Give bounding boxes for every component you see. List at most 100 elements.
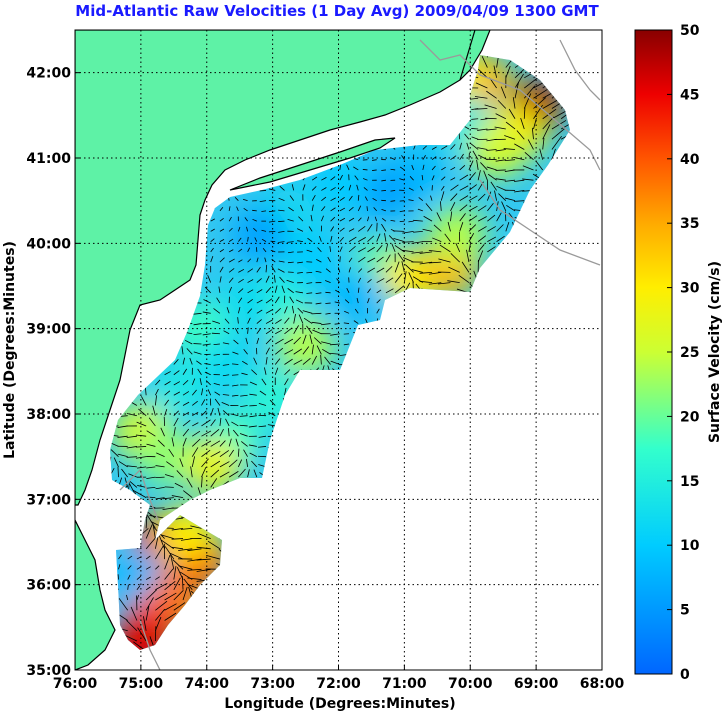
velocity-arrow xyxy=(265,319,273,324)
velocity-arrow xyxy=(228,268,235,273)
velocity-arrow xyxy=(265,264,268,273)
velocity-arrow xyxy=(259,190,267,192)
velocity-arrow xyxy=(339,197,345,201)
velocity-arrow xyxy=(477,250,484,263)
velocity-arrow xyxy=(128,473,138,478)
velocity-arrow xyxy=(141,396,147,406)
velocity-arrow xyxy=(357,217,362,222)
velocity-arrow xyxy=(288,207,294,212)
velocity-arrow xyxy=(438,258,451,263)
velocity-arrow xyxy=(444,233,451,242)
velocity-arrow xyxy=(169,552,184,560)
velocity-arrow xyxy=(232,363,239,365)
velocity-arrow xyxy=(504,135,516,140)
velocity-arrow xyxy=(271,265,276,273)
y-tick-label: 35:00 xyxy=(26,663,71,679)
velocity-arrow xyxy=(431,146,437,150)
velocity-arrow xyxy=(182,368,188,375)
velocity-arrow xyxy=(201,458,209,468)
velocity-arrow xyxy=(293,313,296,324)
velocity-arrow xyxy=(126,594,129,601)
velocity-arrow xyxy=(238,297,243,304)
velocity-arrow xyxy=(542,124,551,140)
velocity-arrow xyxy=(126,456,137,458)
velocity-arrow xyxy=(514,190,525,193)
velocity-arrow xyxy=(376,245,383,253)
velocity-arrow xyxy=(201,388,204,396)
velocity-arrow xyxy=(317,247,322,253)
velocity-arrow xyxy=(367,257,376,263)
velocity-arrow xyxy=(464,133,470,140)
land-mass xyxy=(75,30,476,506)
velocity-arrow xyxy=(523,93,532,109)
velocity-arrow xyxy=(524,77,538,89)
velocity-arrow xyxy=(164,409,168,416)
velocity-arrow xyxy=(160,427,165,437)
velocity-arrow xyxy=(265,298,273,304)
velocity-arrow xyxy=(268,210,276,213)
velocity-arrow xyxy=(146,496,156,499)
velocity-arrow xyxy=(228,459,238,468)
velocity-arrow xyxy=(376,278,385,283)
velocity-arrow xyxy=(155,608,166,621)
velocity-arrow xyxy=(496,212,502,222)
velocity-arrow xyxy=(256,289,263,294)
velocity-arrow xyxy=(275,347,284,355)
velocity-arrow xyxy=(256,278,262,283)
velocity-arrow xyxy=(157,439,165,447)
velocity-arrow xyxy=(311,194,316,201)
velocity-arrow xyxy=(238,468,246,478)
velocity-arrow xyxy=(325,280,331,283)
velocity-arrow xyxy=(171,437,175,447)
velocity-arrow xyxy=(127,565,132,570)
velocity-arrow xyxy=(136,421,147,427)
velocity-arrow xyxy=(373,207,378,212)
velocity-arrow xyxy=(330,207,336,212)
velocity-arrow xyxy=(146,466,156,469)
velocity-arrow xyxy=(278,241,285,243)
velocity-arrow xyxy=(354,175,359,181)
velocity-arrow xyxy=(117,435,128,438)
velocity-arrow xyxy=(431,156,437,161)
velocity-arrow xyxy=(247,299,253,304)
velocity-arrow xyxy=(450,184,459,191)
velocity-arrow xyxy=(481,56,488,68)
velocity-arrow xyxy=(533,117,537,130)
velocity-arrow xyxy=(324,356,331,365)
velocity-arrow xyxy=(275,329,283,335)
velocity-arrow xyxy=(322,348,331,355)
velocity-arrow xyxy=(495,159,506,162)
velocity-arrow xyxy=(264,367,267,375)
velocity-arrow xyxy=(306,271,313,274)
velocity-arrow xyxy=(145,566,151,570)
velocity-arrow xyxy=(196,546,211,550)
velocity-arrow xyxy=(155,465,165,468)
velocity-arrow xyxy=(522,178,534,181)
y-tick-label: 39:00 xyxy=(26,322,71,338)
velocity-arrow xyxy=(385,288,394,294)
velocity-arrow xyxy=(191,438,201,447)
velocity-arrow xyxy=(311,344,314,355)
velocity-arrow xyxy=(268,412,276,417)
velocity-arrow xyxy=(173,359,179,365)
velocity-arrow xyxy=(496,235,505,242)
velocity-arrow xyxy=(468,160,474,171)
velocity-arrow xyxy=(367,267,376,273)
velocity-arrow xyxy=(381,217,387,222)
bathymetry-contours xyxy=(119,39,601,670)
velocity-arrow xyxy=(307,237,313,242)
velocity-arrow xyxy=(295,291,303,294)
velocity-arrow xyxy=(240,405,248,408)
velocity-arrow xyxy=(542,138,545,150)
velocity-arrow xyxy=(155,565,160,570)
velocity-arrow xyxy=(551,135,562,150)
velocity-arrow xyxy=(397,252,405,263)
velocity-arrow xyxy=(357,287,360,293)
velocity-arrow xyxy=(190,525,202,529)
velocity-arrow xyxy=(357,277,362,283)
velocity-arrow xyxy=(207,389,212,396)
velocity-arrow xyxy=(238,278,244,283)
velocity-arrow xyxy=(321,196,327,201)
velocity-arrow xyxy=(254,237,258,242)
